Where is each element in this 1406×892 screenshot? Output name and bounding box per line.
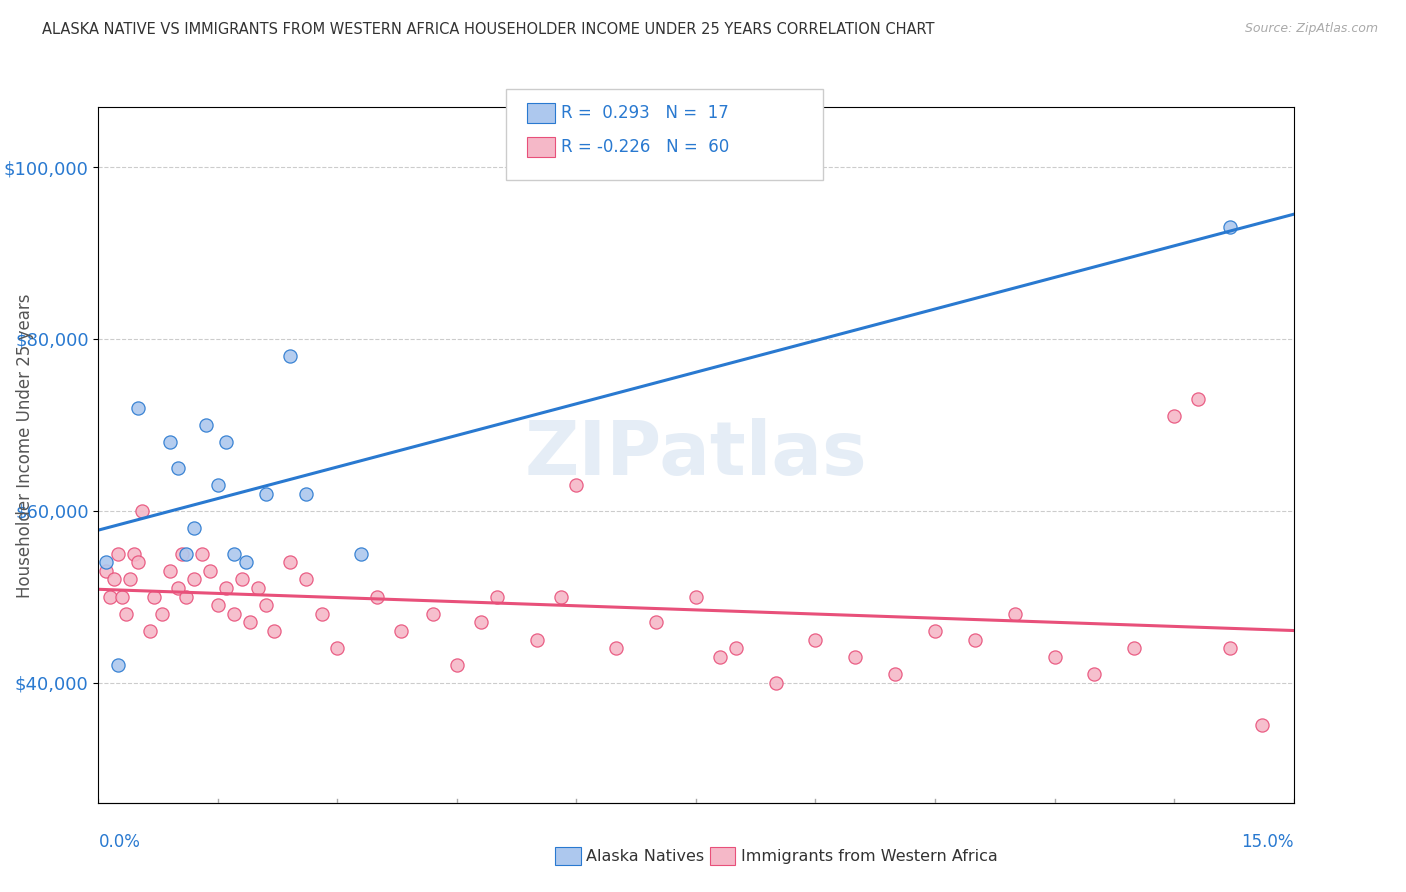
- Point: [195, 417, 218, 432]
- Point: [103, 573, 125, 587]
- Point: [111, 590, 134, 604]
- Point: [1219, 220, 1241, 235]
- Point: [254, 599, 277, 613]
- Point: [246, 581, 269, 595]
- Point: [207, 599, 229, 613]
- Point: [550, 590, 572, 604]
- Point: [127, 555, 149, 569]
- Point: [311, 607, 333, 621]
- Point: [446, 658, 468, 673]
- Point: [470, 615, 492, 630]
- Text: ZIPatlas: ZIPatlas: [524, 418, 868, 491]
- Point: [1083, 667, 1105, 681]
- Point: [159, 435, 181, 450]
- Text: R = -0.226   N =  60: R = -0.226 N = 60: [561, 138, 730, 156]
- Point: [765, 675, 787, 690]
- Point: [263, 624, 285, 638]
- Point: [174, 547, 197, 561]
- Point: [222, 547, 245, 561]
- Point: [1123, 641, 1146, 656]
- Point: [1219, 641, 1241, 656]
- Point: [191, 547, 214, 561]
- Text: 0.0%: 0.0%: [98, 833, 141, 851]
- Point: [1043, 649, 1066, 664]
- Point: [183, 573, 205, 587]
- Point: [1004, 607, 1026, 621]
- Point: [131, 504, 153, 518]
- Point: [884, 667, 907, 681]
- Point: [485, 590, 508, 604]
- Point: [422, 607, 444, 621]
- Point: [326, 641, 349, 656]
- Text: Source: ZipAtlas.com: Source: ZipAtlas.com: [1244, 22, 1378, 36]
- Point: [215, 581, 238, 595]
- Point: [107, 658, 129, 673]
- Point: [963, 632, 986, 647]
- Text: 15.0%: 15.0%: [1241, 833, 1294, 851]
- Point: [207, 478, 229, 492]
- Point: [98, 590, 122, 604]
- Point: [389, 624, 412, 638]
- Point: [844, 649, 866, 664]
- Point: [239, 615, 262, 630]
- Text: Householder Income Under 25 years: Householder Income Under 25 years: [17, 293, 34, 599]
- Point: [127, 401, 149, 415]
- Point: [254, 486, 277, 500]
- Point: [366, 590, 388, 604]
- Point: [278, 555, 301, 569]
- Point: [724, 641, 747, 656]
- Point: [924, 624, 946, 638]
- Point: [174, 590, 197, 604]
- Text: R =  0.293   N =  17: R = 0.293 N = 17: [561, 104, 728, 122]
- Point: [124, 547, 146, 561]
- Point: [183, 521, 205, 535]
- Point: [198, 564, 221, 578]
- Point: [167, 581, 190, 595]
- Point: [278, 349, 301, 363]
- Point: [115, 607, 138, 621]
- Point: [526, 632, 548, 647]
- Point: [605, 641, 627, 656]
- Point: [150, 607, 173, 621]
- Point: [222, 607, 245, 621]
- Point: [159, 564, 181, 578]
- Point: [294, 486, 316, 500]
- Point: [804, 632, 827, 647]
- Point: [215, 435, 238, 450]
- Text: ALASKA NATIVE VS IMMIGRANTS FROM WESTERN AFRICA HOUSEHOLDER INCOME UNDER 25 YEAR: ALASKA NATIVE VS IMMIGRANTS FROM WESTERN…: [42, 22, 935, 37]
- Point: [294, 573, 316, 587]
- Point: [350, 547, 373, 561]
- Point: [709, 649, 731, 664]
- Text: Alaska Natives: Alaska Natives: [586, 849, 704, 863]
- Point: [139, 624, 162, 638]
- Point: [120, 573, 142, 587]
- Point: [565, 478, 588, 492]
- Text: Immigrants from Western Africa: Immigrants from Western Africa: [741, 849, 998, 863]
- Point: [645, 615, 668, 630]
- Point: [167, 460, 190, 475]
- Point: [685, 590, 707, 604]
- Point: [96, 564, 118, 578]
- Point: [172, 547, 194, 561]
- Point: [1250, 718, 1272, 732]
- Point: [231, 573, 253, 587]
- Point: [143, 590, 166, 604]
- Point: [1187, 392, 1209, 406]
- Point: [96, 555, 118, 569]
- Point: [235, 555, 257, 569]
- Point: [1163, 409, 1185, 424]
- Point: [107, 547, 129, 561]
